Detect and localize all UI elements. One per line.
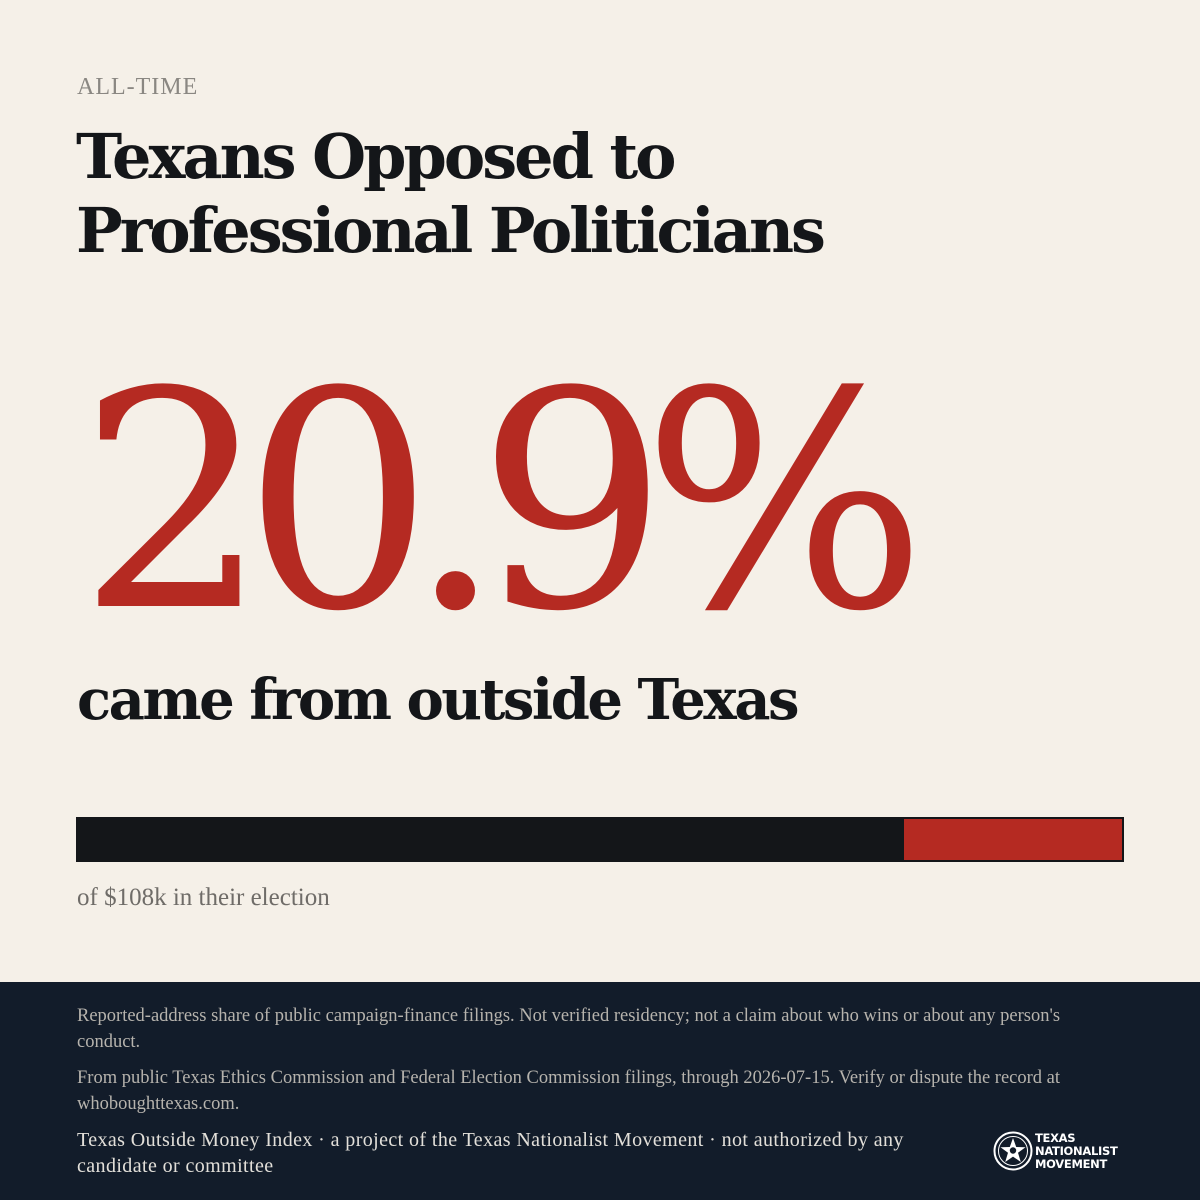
source-text: From public Texas Ethics Commission and … [77, 1068, 1061, 1114]
committee-title: Texans Opposed to Professional Politicia… [76, 120, 826, 267]
star-seal-icon [993, 1131, 1033, 1171]
credit-text: Texas Outside Money Index · a project of… [77, 1129, 904, 1177]
disclaimer-text: Reported-address share of public campaig… [77, 1006, 1061, 1052]
share-bar [76, 817, 1124, 862]
logo-line-2: NATIONALIST [1035, 1144, 1118, 1158]
outside-share-subline: came from outside Texas [77, 667, 800, 733]
logo-line-3: MOVEMENT [1035, 1157, 1108, 1171]
tnm-logo: TEXAS NATIONALIST MOVEMENT [993, 1131, 1128, 1173]
time-period-label: ALL-TIME [77, 74, 199, 100]
share-bar-inside-texas [78, 819, 904, 860]
logo-wordmark: TEXAS NATIONALIST MOVEMENT [1035, 1132, 1118, 1171]
logo-line-1: TEXAS [1035, 1131, 1076, 1145]
outside-share-value: 20.9% [78, 328, 927, 677]
total-raised-caption: of $108k in their election [77, 884, 330, 911]
footer: Reported-address share of public campaig… [0, 982, 1200, 1200]
